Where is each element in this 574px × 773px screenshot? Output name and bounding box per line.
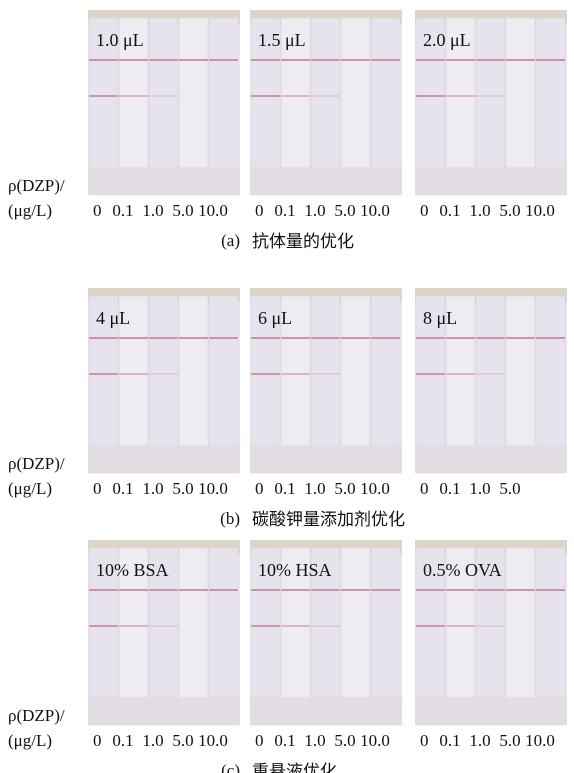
concentration-label: 0: [255, 731, 264, 750]
concentration-label: 1.0: [142, 731, 163, 750]
pad-bottom: [250, 445, 402, 473]
concentration-label: 10.0: [360, 731, 390, 750]
concentration-label: 0.1: [439, 201, 460, 220]
concentration-label: 0.1: [112, 731, 133, 750]
concentration-label: 10.0: [198, 201, 228, 220]
concentration-label: 5.0: [334, 201, 355, 220]
concentration-label: 1.0: [142, 479, 163, 498]
strip-label: 10% HSA: [258, 560, 332, 580]
axis-label: ρ(DZP)/: [8, 176, 65, 195]
strip-label: 8 μL: [423, 308, 457, 328]
axis-unit: (μg/L): [8, 479, 52, 498]
concentration-label: 5.0: [334, 479, 355, 498]
concentration-label: 5.0: [172, 731, 193, 750]
figure: ρ(DZP)/ (μg/L) 1.0 μL 0 0.1 1.0 5.0 10.0 1.5 μL 0…: [0, 0, 574, 773]
concentration-label: 10.0: [525, 731, 555, 750]
axis-unit: (μg/L): [8, 731, 52, 750]
caption-text: 碳酸钾量添加剂优化: [252, 510, 405, 530]
concentration-label: 10.0: [360, 479, 390, 498]
concentration-label: 5.0: [499, 479, 520, 498]
concentration-label: 5.0: [499, 731, 520, 750]
concentration-label: 5.0: [172, 201, 193, 220]
concentration-label: 1.0: [469, 731, 490, 750]
pad-bottom: [415, 167, 567, 195]
concentration-label: 0: [255, 479, 264, 498]
strip-label: 4 μL: [96, 308, 130, 328]
concentration-label: 5.0: [172, 479, 193, 498]
pad-bottom: [415, 445, 567, 473]
concentration-label: 1.0: [469, 479, 490, 498]
concentration-label: 0.1: [274, 479, 295, 498]
concentration-label: 10.0: [525, 201, 555, 220]
concentration-label: 0: [255, 201, 264, 220]
axis-unit: (μg/L): [8, 201, 52, 220]
concentration-label: 1.0: [304, 731, 325, 750]
concentration-label: 0: [93, 201, 102, 220]
pad-bottom: [415, 697, 567, 725]
pad-bottom: [250, 697, 402, 725]
concentration-label: 10.0: [360, 201, 390, 220]
concentration-label: 5.0: [334, 731, 355, 750]
concentration-label: 0: [420, 731, 429, 750]
strip-label: 6 μL: [258, 308, 292, 328]
strip-label: 2.0 μL: [423, 30, 471, 50]
pad-bottom: [88, 697, 240, 725]
concentration-label: 0.1: [274, 201, 295, 220]
concentration-label: 5.0: [499, 201, 520, 220]
strip-label: 1.0 μL: [96, 30, 144, 50]
strip-label: 1.5 μL: [258, 30, 306, 50]
concentration-label: 0: [93, 479, 102, 498]
axis-label: ρ(DZP)/: [8, 706, 65, 725]
concentration-label: 0.1: [112, 201, 133, 220]
pad-bottom: [250, 167, 402, 195]
pad-bottom: [88, 167, 240, 195]
concentration-label: 0: [420, 201, 429, 220]
concentration-label: 0.1: [439, 731, 460, 750]
concentration-label: 0.1: [439, 479, 460, 498]
concentration-label: 0: [93, 731, 102, 750]
caption-text: 重悬液优化: [252, 762, 337, 773]
concentration-label: 0: [420, 479, 429, 498]
caption-tag: (c): [221, 761, 240, 773]
concentration-label: 1.0: [142, 201, 163, 220]
strip-label: 10% BSA: [96, 560, 169, 580]
caption-tag: (b): [220, 509, 240, 528]
axis-label: ρ(DZP)/: [8, 454, 65, 473]
concentration-label: 1.0: [304, 479, 325, 498]
concentration-label: 0.1: [274, 731, 295, 750]
concentration-label: 1.0: [469, 201, 490, 220]
caption-tag: (a): [221, 231, 240, 250]
caption-text: 抗体量的优化: [252, 232, 354, 252]
concentration-label: 0.1: [112, 479, 133, 498]
concentration-label: 1.0: [304, 201, 325, 220]
concentration-label: 10.0: [198, 731, 228, 750]
strip-label: 0.5% OVA: [423, 560, 502, 580]
pad-bottom: [88, 445, 240, 473]
concentration-label: 10.0: [198, 479, 228, 498]
